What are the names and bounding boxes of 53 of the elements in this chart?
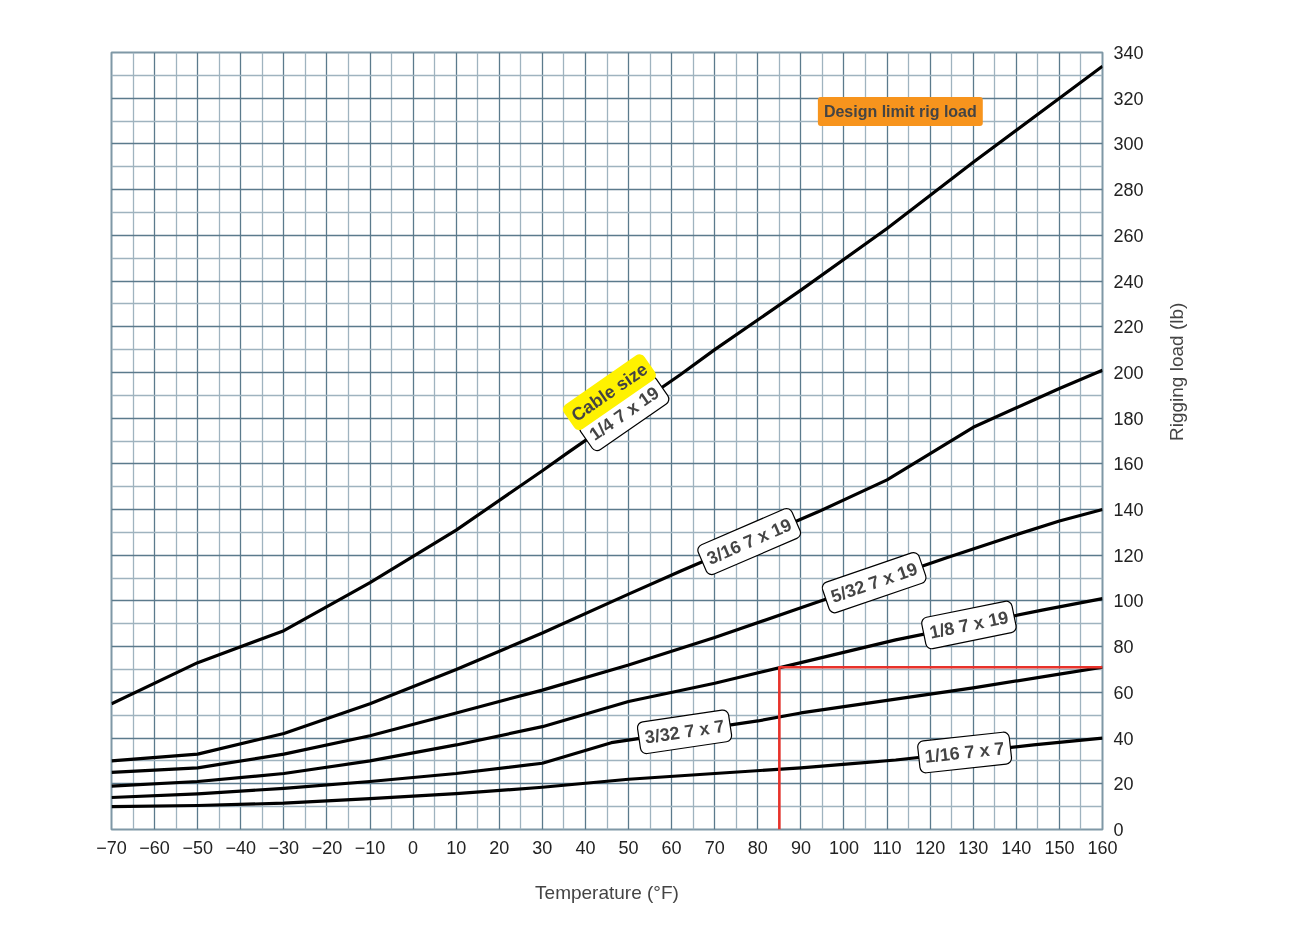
x-tick-label: 160 (1087, 837, 1118, 858)
y-tick-label: 120 (1113, 545, 1144, 566)
y-tick-label: 60 (1113, 682, 1134, 703)
y-tick-label: 240 (1113, 271, 1144, 292)
y-tick-label: 20 (1113, 774, 1134, 795)
y-tick-label: 260 (1113, 225, 1144, 246)
x-tick-label: 100 (828, 837, 860, 858)
x-tick-label: 0 (408, 837, 419, 858)
y-tick-label: 140 (1113, 500, 1144, 521)
x-tick-label: 10 (446, 837, 467, 858)
y-axis-title: Rigging load (lb) (1166, 302, 1188, 441)
y-tick-label: 180 (1113, 408, 1144, 429)
x-tick-label: 40 (575, 837, 596, 858)
x-tick-label: −60 (139, 837, 170, 858)
x-tick-label: 150 (1044, 837, 1075, 858)
x-tick-label: −50 (182, 837, 213, 858)
x-tick-label: 120 (915, 837, 946, 858)
y-tick-label: 300 (1113, 134, 1144, 155)
y-tick-label: 100 (1113, 591, 1144, 612)
x-tick-label: 20 (489, 837, 510, 858)
y-tick-label: 160 (1113, 454, 1144, 475)
line-series (111, 64, 1103, 706)
x-tick-label: 80 (747, 837, 768, 858)
x-tick-label: −20 (311, 837, 343, 858)
line-series (111, 368, 1103, 763)
x-tick-label: −10 (354, 837, 386, 858)
y-tick-label: 340 (1113, 43, 1144, 63)
y-tick-label: 40 (1113, 728, 1134, 749)
x-tick-label: 140 (1001, 837, 1032, 858)
y-tick-label: 80 (1113, 637, 1134, 658)
y-tick-label: 320 (1113, 88, 1144, 109)
x-tick-label: −30 (268, 837, 300, 858)
text: 1/16 7 x 7 (923, 738, 1006, 767)
x-tick-label: 130 (958, 837, 989, 858)
y-tick-label: 220 (1113, 317, 1144, 338)
x-tick-label: −40 (225, 837, 257, 858)
y-tick-label: 200 (1113, 362, 1144, 383)
x-tick-label: −70 (96, 837, 127, 858)
x-tick-label: 60 (661, 837, 682, 858)
annotation: Design limit rig load (823, 102, 977, 120)
y-tick-label: 0 (1113, 820, 1124, 840)
x-tick-label: 50 (618, 837, 639, 858)
y-tick-label: 280 (1113, 180, 1144, 201)
x-tick-label: 70 (704, 837, 725, 858)
text: 3/32 7 x 7 (643, 716, 726, 748)
text: 1/8 7 x 19 (927, 607, 1011, 643)
text: 3/16 7 x 19 (703, 514, 795, 569)
x-tick-label: 30 (532, 837, 553, 858)
x-axis-title: Temperature (°F) (535, 881, 679, 903)
line-series (111, 507, 1103, 774)
x-tick-label: 90 (790, 837, 811, 858)
text: 5/32 7 x 19 (828, 558, 920, 607)
x-tick-label: 110 (872, 837, 902, 858)
